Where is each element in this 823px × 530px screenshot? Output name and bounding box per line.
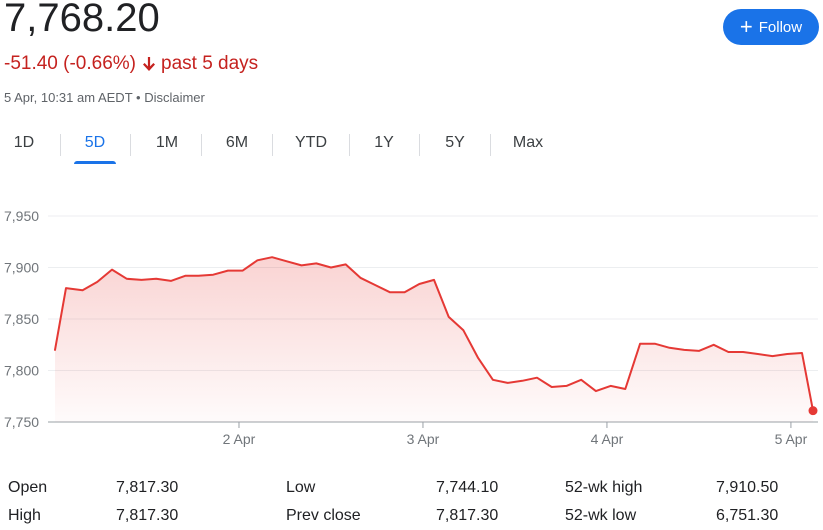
follow-label: Follow (758, 18, 803, 36)
stat-label-low: Low (286, 479, 316, 496)
tab-6m[interactable]: 6M (225, 134, 249, 151)
meta-separator: • (132, 90, 145, 105)
tab-divider (130, 134, 131, 156)
timestamp: 5 Apr, 10:31 am AEDT (4, 90, 133, 105)
tab-1m[interactable]: 1M (155, 134, 179, 151)
stat-value-52wk-high: 7,910.50 (716, 479, 779, 496)
stat-value-prev-close: 7,817.30 (436, 507, 499, 524)
current-price-dot (808, 406, 818, 416)
price-line (54, 256, 814, 412)
timestamp-line: 5 Apr, 10:31 am AEDT • Disclaimer (4, 90, 205, 106)
change-period: past 5 days (161, 53, 259, 74)
stat-value-open: 7,817.30 (116, 479, 179, 496)
x-tick-label: 5 Apr (775, 431, 808, 447)
y-tick-label: 7,800 (4, 363, 39, 379)
x-tick-label: 3 Apr (407, 431, 440, 447)
y-tick-label: 7,900 (4, 260, 39, 276)
stat-label-52wk-high: 52-wk high (565, 479, 643, 496)
stat-value-low: 7,744.10 (436, 479, 499, 496)
tab-divider (272, 134, 273, 156)
tab-5d[interactable]: 5D (74, 124, 116, 164)
tab-5y[interactable]: 5Y (445, 134, 465, 151)
x-tick-label: 4 Apr (591, 431, 624, 447)
stat-label-52wk-low: 52-wk low (565, 507, 637, 524)
stats-row: High 7,817.30 Prev close 7,817.30 52-wk … (0, 502, 823, 530)
tab-divider (60, 134, 61, 156)
stat-label-high: High (8, 507, 41, 524)
tab-1y[interactable]: 1Y (374, 134, 394, 151)
y-tick-label: 7,850 (4, 311, 39, 327)
current-price: 7,768.20 (4, 0, 160, 40)
stat-value-52wk-low: 6,751.30 (716, 507, 779, 524)
price-area (55, 257, 813, 422)
follow-button[interactable]: + Follow (723, 9, 819, 45)
x-tick-label: 2 Apr (223, 431, 256, 447)
disclaimer-link[interactable]: Disclaimer (144, 90, 205, 105)
stat-label-prev-close: Prev close (286, 507, 361, 524)
tab-ytd[interactable]: YTD (295, 134, 327, 151)
y-tick-label: 7,750 (4, 414, 39, 430)
tab-max[interactable]: Max (512, 134, 544, 151)
tab-divider (349, 134, 350, 156)
time-range-tabs: 1D 5D 1M 6M YTD 1Y 5Y Max (0, 124, 823, 164)
y-tick-label: 7,950 (4, 208, 39, 224)
stats-row: Open 7,817.30 Low 7,744.10 52-wk high 7,… (0, 474, 823, 502)
tab-divider (419, 134, 420, 156)
stat-label-open: Open (8, 479, 48, 496)
tab-1d[interactable]: 1D (13, 134, 35, 151)
change-value: -51.40 (-0.66%) (4, 53, 137, 74)
stat-value-high: 7,817.30 (116, 507, 179, 524)
price-change: -51.40 (-0.66%) past 5 days (4, 52, 258, 76)
tab-divider (201, 134, 202, 156)
arrow-down-icon (142, 56, 156, 72)
price-chart[interactable]: 7,950 7,900 7,850 7,800 7,750 2 Apr 3 Apr 4 Apr… (0, 190, 823, 455)
plus-icon: + (739, 14, 753, 39)
tab-divider (490, 134, 491, 156)
